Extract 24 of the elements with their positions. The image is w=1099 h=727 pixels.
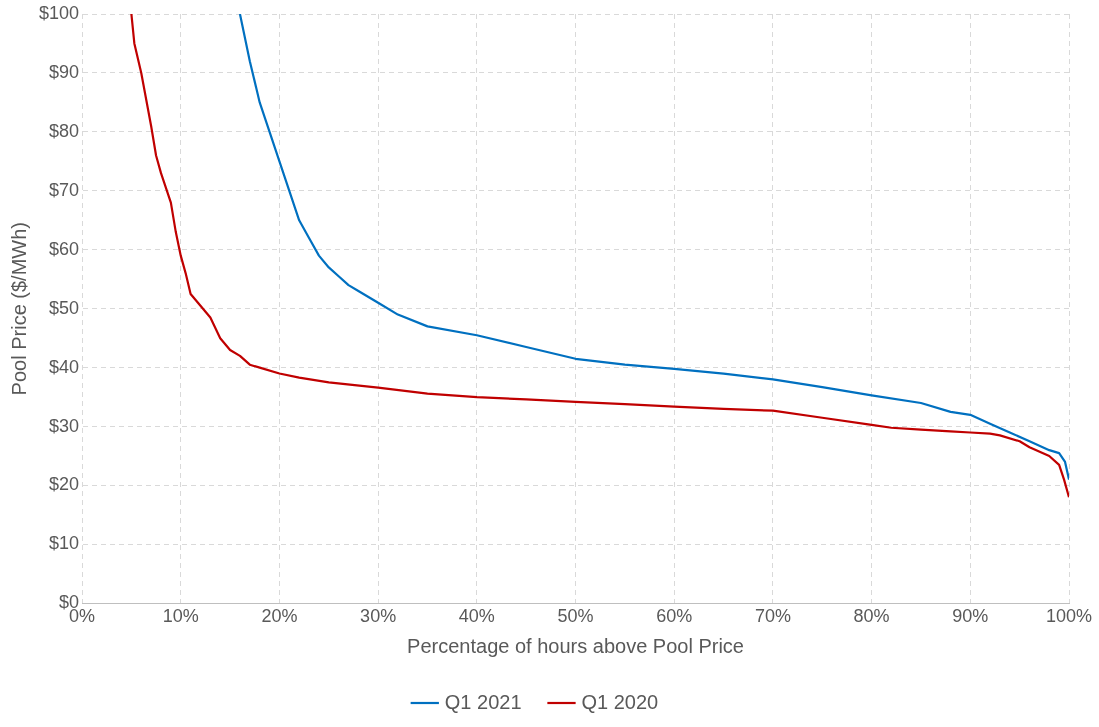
y-axis-title: Pool Price ($/MWh) [7, 222, 30, 396]
y-tick-label: $50 [49, 297, 80, 318]
y-tick-label: $100 [39, 2, 80, 23]
x-tick-label: 60% [656, 606, 693, 627]
y-tick-label: $10 [49, 533, 80, 554]
y-tick-label: $30 [49, 415, 80, 436]
x-tick-label: 10% [162, 606, 199, 627]
y-tick-label: $60 [49, 238, 80, 259]
x-tick-label: 80% [853, 606, 890, 627]
x-tick-label: 30% [360, 606, 397, 627]
y-tick-label: $90 [49, 61, 80, 82]
x-tick-label: 100% [1045, 606, 1093, 627]
x-axis-title: Percentage of hours above Pool Price [407, 634, 744, 657]
y-tick-label: $70 [49, 179, 80, 200]
x-tick-label: 40% [458, 606, 495, 627]
y-tick-label: $40 [49, 356, 80, 377]
y-tick-label: $20 [49, 474, 80, 495]
legend-label: Q1 2020 [581, 690, 659, 713]
x-tick-label: 70% [754, 606, 791, 627]
x-tick-label: 90% [952, 606, 989, 627]
x-tick-label: 20% [261, 606, 298, 627]
x-tick-label: 50% [557, 606, 594, 627]
y-tick-label: $80 [49, 120, 80, 141]
legend-label: Q1 2021 [444, 690, 522, 713]
